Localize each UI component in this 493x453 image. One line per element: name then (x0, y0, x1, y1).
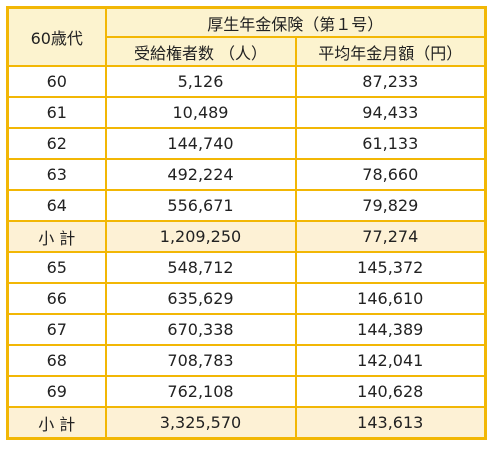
avg-monthly-cell: 77,274 (294, 220, 487, 253)
avg-monthly-cell: 145,372 (294, 251, 487, 284)
recipients-cell: 1,209,250 (104, 220, 297, 253)
age-cell: 小 計 (6, 220, 107, 253)
age-cell: 64 (6, 189, 107, 222)
recipients-cell: 635,629 (104, 282, 297, 315)
subtotal-row: 小 計 3,325,570 143,613 (6, 406, 487, 440)
recipients-cell: 5,126 (104, 65, 297, 98)
recipients-cell: 556,671 (104, 189, 297, 222)
recipients-cell: 670,338 (104, 313, 297, 346)
avg-monthly-cell: 140,628 (294, 375, 487, 408)
avg-monthly-cell: 78,660 (294, 158, 487, 191)
age-column-header: 60歳代 (6, 6, 107, 67)
age-cell: 65 (6, 251, 107, 284)
table-row: 62 144,740 61,133 (6, 127, 487, 160)
recipients-cell: 548,712 (104, 251, 297, 284)
table-row: 69 762,108 140,628 (6, 375, 487, 408)
age-cell: 60 (6, 65, 107, 98)
table-row: 68 708,783 142,041 (6, 344, 487, 377)
recipients-cell: 10,489 (104, 96, 297, 129)
recipients-column-header: 受給権者数 （人） (104, 36, 297, 67)
avg-monthly-cell: 79,829 (294, 189, 487, 222)
table-row: 63 492,224 78,660 (6, 158, 487, 191)
recipients-cell: 708,783 (104, 344, 297, 377)
age-cell: 61 (6, 96, 107, 129)
avg-monthly-column-header: 平均年金月額（円） (294, 36, 487, 67)
avg-monthly-cell: 87,233 (294, 65, 487, 98)
subtotal-row: 小 計 1,209,250 77,274 (6, 220, 487, 253)
avg-monthly-cell: 61,133 (294, 127, 487, 160)
recipients-cell: 762,108 (104, 375, 297, 408)
pension-table: 60歳代 厚生年金保険（第１号） 受給権者数 （人） 平均年金月額（円） 60 5… (6, 6, 488, 440)
avg-monthly-cell: 146,610 (294, 282, 487, 315)
table-header: 60歳代 厚生年金保険（第１号） 受給権者数 （人） 平均年金月額（円） (6, 6, 487, 67)
table-row: 66 635,629 146,610 (6, 282, 487, 315)
avg-monthly-cell: 94,433 (294, 96, 487, 129)
table-body: 60 5,126 87,233 61 10,489 94,433 62 144,740 61,1… (6, 65, 487, 440)
group-header: 厚生年金保険（第１号） (104, 6, 487, 38)
age-cell: 62 (6, 127, 107, 160)
avg-monthly-cell: 142,041 (294, 344, 487, 377)
age-cell: 小 計 (6, 406, 107, 440)
table-row: 65 548,712 145,372 (6, 251, 487, 284)
age-cell: 63 (6, 158, 107, 191)
age-cell: 69 (6, 375, 107, 408)
table-row: 64 556,671 79,829 (6, 189, 487, 222)
recipients-cell: 144,740 (104, 127, 297, 160)
table-row: 60 5,126 87,233 (6, 65, 487, 98)
pension-table-container: 60歳代 厚生年金保険（第１号） 受給権者数 （人） 平均年金月額（円） 60 5… (6, 6, 488, 440)
table-row: 67 670,338 144,389 (6, 313, 487, 346)
recipients-cell: 492,224 (104, 158, 297, 191)
table-row: 61 10,489 94,433 (6, 96, 487, 129)
age-cell: 66 (6, 282, 107, 315)
age-cell: 68 (6, 344, 107, 377)
avg-monthly-cell: 144,389 (294, 313, 487, 346)
avg-monthly-cell: 143,613 (294, 406, 487, 440)
age-cell: 67 (6, 313, 107, 346)
recipients-cell: 3,325,570 (104, 406, 297, 440)
